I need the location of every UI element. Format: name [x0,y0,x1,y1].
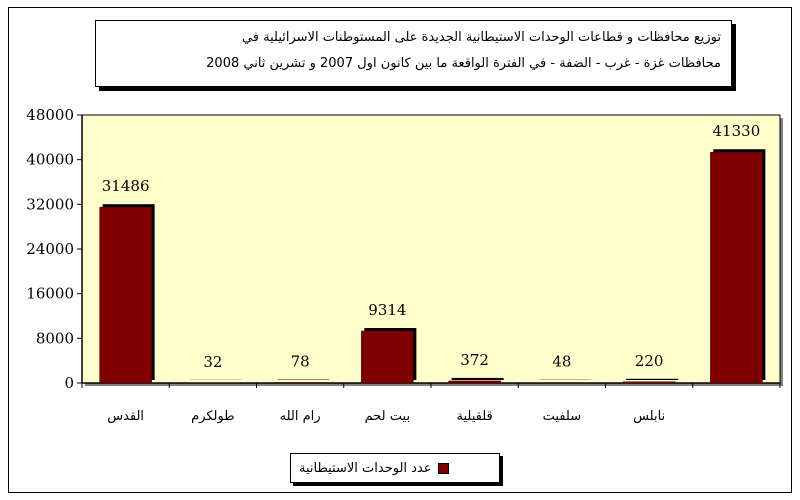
bar-shadow [626,378,679,380]
x-category-label: القدس [107,409,144,424]
bar [448,380,501,384]
y-tick-label: 48000 [26,106,74,124]
data-label: 32 [203,353,222,371]
legend: عدد الوحدات الاستيطانية [290,453,500,483]
data-label: 48 [552,353,571,371]
y-tick-label: 8000 [36,329,74,347]
y-tick-label: 16000 [26,285,74,303]
data-label: 9314 [368,301,406,319]
y-tick-label: 24000 [26,240,74,258]
bar [361,330,414,384]
data-label: 220 [635,352,664,370]
legend-swatch [437,462,449,474]
chart-title-line-2: محافظات غزة - غرب - الضفة - في الفترة ال… [206,56,721,71]
legend-label: عدد الوحدات الاستيطانية [299,460,432,476]
x-category-label: نابلس [633,409,665,424]
y-tick-label: 0 [64,374,74,392]
x-category-label: طولكرم [191,409,234,424]
y-tick-label: 32000 [26,195,74,213]
data-label: 372 [460,351,489,369]
data-label: 78 [291,353,310,371]
bar [622,381,676,384]
bar [710,151,763,384]
data-label: 31486 [102,177,150,195]
plot-area [81,114,781,384]
chart-title-box: توزيع محافظات و قطاعات الوحدات الاستيطان… [95,20,732,87]
y-tick-label: 40000 [26,151,74,169]
bar [99,206,152,384]
x-category-label: بيت لحم [365,409,410,424]
x-category-label: قلقيلية [457,409,493,424]
data-label: 41330 [713,122,761,140]
x-category-label: سلفيت [543,409,581,424]
bar-shadow [451,377,504,380]
x-category-label: رام الله [280,409,321,424]
chart-title-line-1: توزيع محافظات و قطاعات الوحدات الاستيطان… [241,30,721,45]
